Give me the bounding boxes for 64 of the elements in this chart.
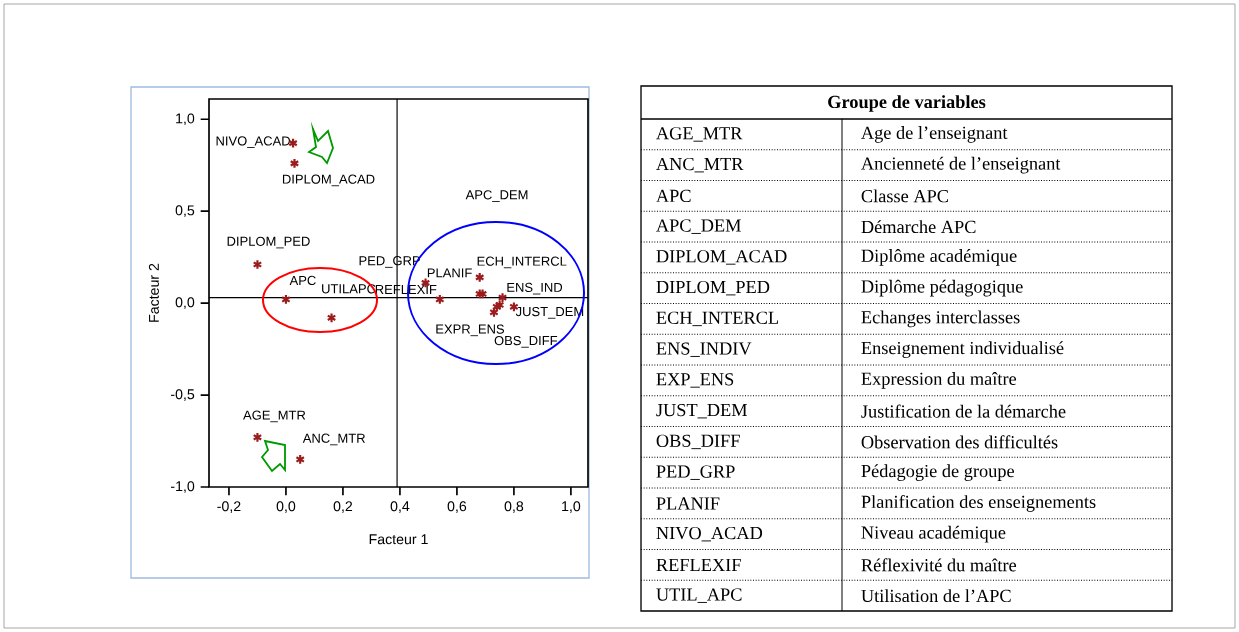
annotation: NIVO_ACAD (216, 136, 290, 148)
y-tick-label: 0,0 (175, 297, 195, 309)
category-label: UTIL_APC (656, 588, 742, 603)
category-label: ECH_INTERCL (656, 311, 779, 327)
point (434, 294, 445, 305)
text: Planification des enseignements (861, 494, 1096, 512)
y-axis-title: Facteur 2 (148, 263, 159, 322)
annotation: APC (289, 275, 316, 286)
category-label: ANC_MTR (656, 157, 744, 173)
category-label: OBS_DIFF (656, 434, 740, 450)
x-tick-label: 0,2 (333, 501, 353, 513)
y-tick-label: -0,5 (171, 389, 195, 401)
annotation: DIPLOM_PED (227, 236, 310, 249)
x-tick-label: -0,2 (217, 501, 241, 513)
category-label: DIPLOM_PED (656, 280, 770, 296)
text: Justification de la démarche (861, 404, 1066, 418)
text: Age de l’enseignant (861, 126, 1008, 143)
point (281, 294, 291, 305)
x-tick-label: 0,8 (504, 501, 524, 513)
annotation: OBS_DIFF (494, 335, 558, 348)
annotation: AGE_MTR (243, 410, 306, 423)
y-tick-label: 1,0 (176, 113, 195, 126)
x-axis-title: Facteur 1 (369, 534, 428, 545)
category-label: APC_DEM (656, 219, 741, 234)
text: Démarche APC (861, 220, 976, 234)
x-tick-label: 1,0 (562, 501, 581, 513)
text: Observation des difficultés (861, 435, 1058, 449)
annotation: DIPLOM_ACAD (282, 174, 375, 187)
text: Echanges interclasses (861, 310, 1020, 328)
category-label: JUST_DEM (656, 403, 748, 419)
text: Diplôme pédagogique (861, 279, 1023, 297)
annotation: PLANIF (427, 268, 472, 278)
text: Classe APC (861, 189, 948, 203)
text: Diplôme académique (861, 249, 1017, 266)
x-tick-label: 0,0 (276, 501, 296, 513)
point (252, 259, 263, 270)
text: Ancienneté de l’enseignant (861, 156, 1061, 174)
x-tick-label: 0,4 (390, 501, 410, 513)
point (326, 312, 337, 324)
annotation: ANC_MTR (302, 433, 365, 446)
text: Niveau académique (861, 525, 1006, 543)
y-tick-label: 0,5 (175, 205, 195, 218)
x-tick-label: 0,6 (447, 501, 467, 513)
text: Pédagogie de groupe (861, 464, 1015, 481)
category-label: REFLEXIF (656, 558, 741, 571)
annotation: ENS_IND (507, 282, 563, 295)
text: Groupe de variables (828, 95, 986, 112)
category-label: NIVO_ACAD (656, 526, 763, 542)
category-label: PLANIF (656, 497, 720, 510)
annotation: ECH_INTERCL (477, 256, 567, 269)
annotation: EXPR_ENS (436, 324, 505, 337)
category-label: DIPLOM_ACAD (656, 250, 787, 265)
annotation: APC_DEM (465, 190, 528, 202)
point (295, 454, 306, 465)
text: Réflexivité du maître (861, 558, 1017, 572)
category-label: EXP_ENS (656, 373, 734, 388)
category-label: PED_GRP (656, 465, 735, 480)
category-label: ENS_INDIV (656, 342, 752, 357)
category-label: AGE_MTR (656, 127, 743, 142)
text: Utilisation de l’APC (861, 589, 1011, 603)
text: Expression du maître (861, 372, 1017, 389)
text: Enseignement individualisé (861, 341, 1064, 358)
y-tick-label: -1,0 (171, 481, 195, 493)
category-label: APC (656, 189, 691, 203)
